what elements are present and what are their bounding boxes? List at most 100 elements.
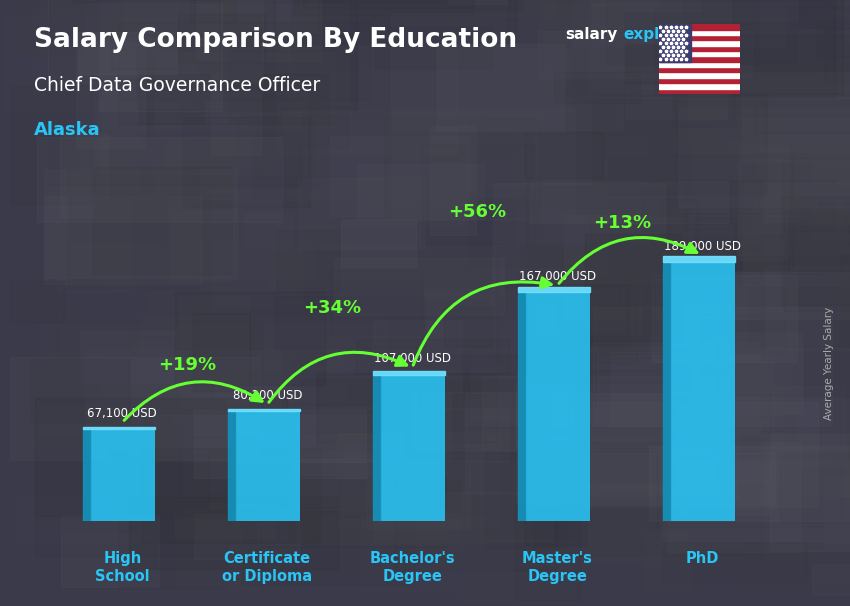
Bar (525, 284, 666, 382)
Bar (530, 181, 728, 223)
Bar (283, 110, 537, 201)
Bar (367, 387, 540, 430)
Bar (655, 7, 850, 94)
Bar (330, 136, 470, 216)
Bar (178, 14, 264, 62)
Bar (588, 0, 659, 5)
Bar (673, 52, 734, 127)
Bar (765, 161, 850, 222)
Bar (677, 98, 850, 207)
Text: 67,100 USD: 67,100 USD (88, 407, 157, 419)
Bar (196, 439, 254, 533)
Bar (286, 404, 342, 525)
Bar (246, 180, 320, 254)
Bar (139, 74, 329, 124)
Bar (606, 0, 757, 64)
Bar (659, 73, 740, 78)
Bar (626, 44, 715, 83)
Bar (233, 446, 294, 558)
Text: 80,100 USD: 80,100 USD (233, 389, 302, 402)
Bar (39, 0, 288, 78)
Bar (521, 453, 774, 505)
Bar (589, 5, 832, 98)
Bar (419, 355, 596, 407)
Text: Alaska: Alaska (34, 121, 100, 139)
Bar (108, 239, 314, 290)
Bar (797, 399, 850, 496)
Bar (571, 48, 665, 144)
Bar (516, 209, 608, 275)
Bar (364, 0, 611, 20)
Bar (811, 147, 850, 239)
Bar (392, 108, 575, 220)
Bar (663, 262, 670, 521)
Bar (300, 407, 509, 462)
Bar (211, 73, 261, 155)
Bar (524, 292, 590, 521)
Bar (659, 78, 740, 83)
Bar (374, 492, 552, 542)
Bar (678, 110, 850, 212)
Bar (515, 510, 580, 601)
Bar (49, 0, 219, 81)
Bar (190, 0, 235, 22)
Bar (688, 2, 850, 115)
Bar (534, 442, 762, 556)
Bar (813, 564, 850, 595)
Bar (659, 88, 740, 94)
Text: PhD: PhD (686, 551, 719, 566)
Bar (194, 410, 366, 478)
Bar (83, 429, 89, 521)
Text: +19%: +19% (158, 356, 217, 375)
Bar (535, 97, 674, 184)
Bar (142, 448, 320, 542)
Bar (518, 287, 590, 292)
Bar (291, 1, 357, 108)
Bar (694, 218, 850, 270)
Bar (129, 497, 337, 569)
Bar (745, 63, 850, 157)
Bar (267, 245, 502, 298)
Bar (61, 515, 159, 587)
Bar (685, 103, 767, 153)
Bar (367, 465, 470, 528)
Bar (663, 462, 850, 541)
Bar (781, 197, 850, 305)
Bar (154, 115, 235, 193)
Bar (102, 93, 306, 174)
Bar (384, 119, 539, 216)
Bar (437, 44, 564, 131)
Bar (17, 496, 230, 543)
Bar (659, 83, 740, 88)
Bar (303, 106, 348, 147)
Bar (623, 422, 672, 476)
Bar (210, 1, 348, 78)
Bar (695, 8, 740, 84)
Bar (210, 459, 438, 509)
Bar (320, 71, 572, 115)
Bar (184, 117, 309, 207)
Bar (469, 199, 698, 266)
Bar (659, 24, 740, 30)
Bar (843, 0, 850, 44)
Bar (119, 493, 227, 588)
Bar (258, 509, 447, 545)
Bar (147, 257, 275, 343)
Bar (360, 45, 602, 160)
Bar (390, 13, 622, 130)
Bar (557, 396, 801, 441)
Bar (259, 476, 447, 547)
Bar (118, 22, 370, 100)
Bar (94, 167, 232, 274)
Bar (109, 425, 181, 514)
Bar (207, 0, 263, 44)
Bar (663, 256, 735, 262)
Bar (102, 342, 345, 401)
Bar (302, 381, 407, 432)
Bar (320, 516, 484, 549)
Bar (76, 43, 145, 148)
Bar (482, 92, 711, 159)
Bar (44, 168, 237, 278)
Bar (319, 119, 468, 227)
Bar (35, 216, 221, 248)
